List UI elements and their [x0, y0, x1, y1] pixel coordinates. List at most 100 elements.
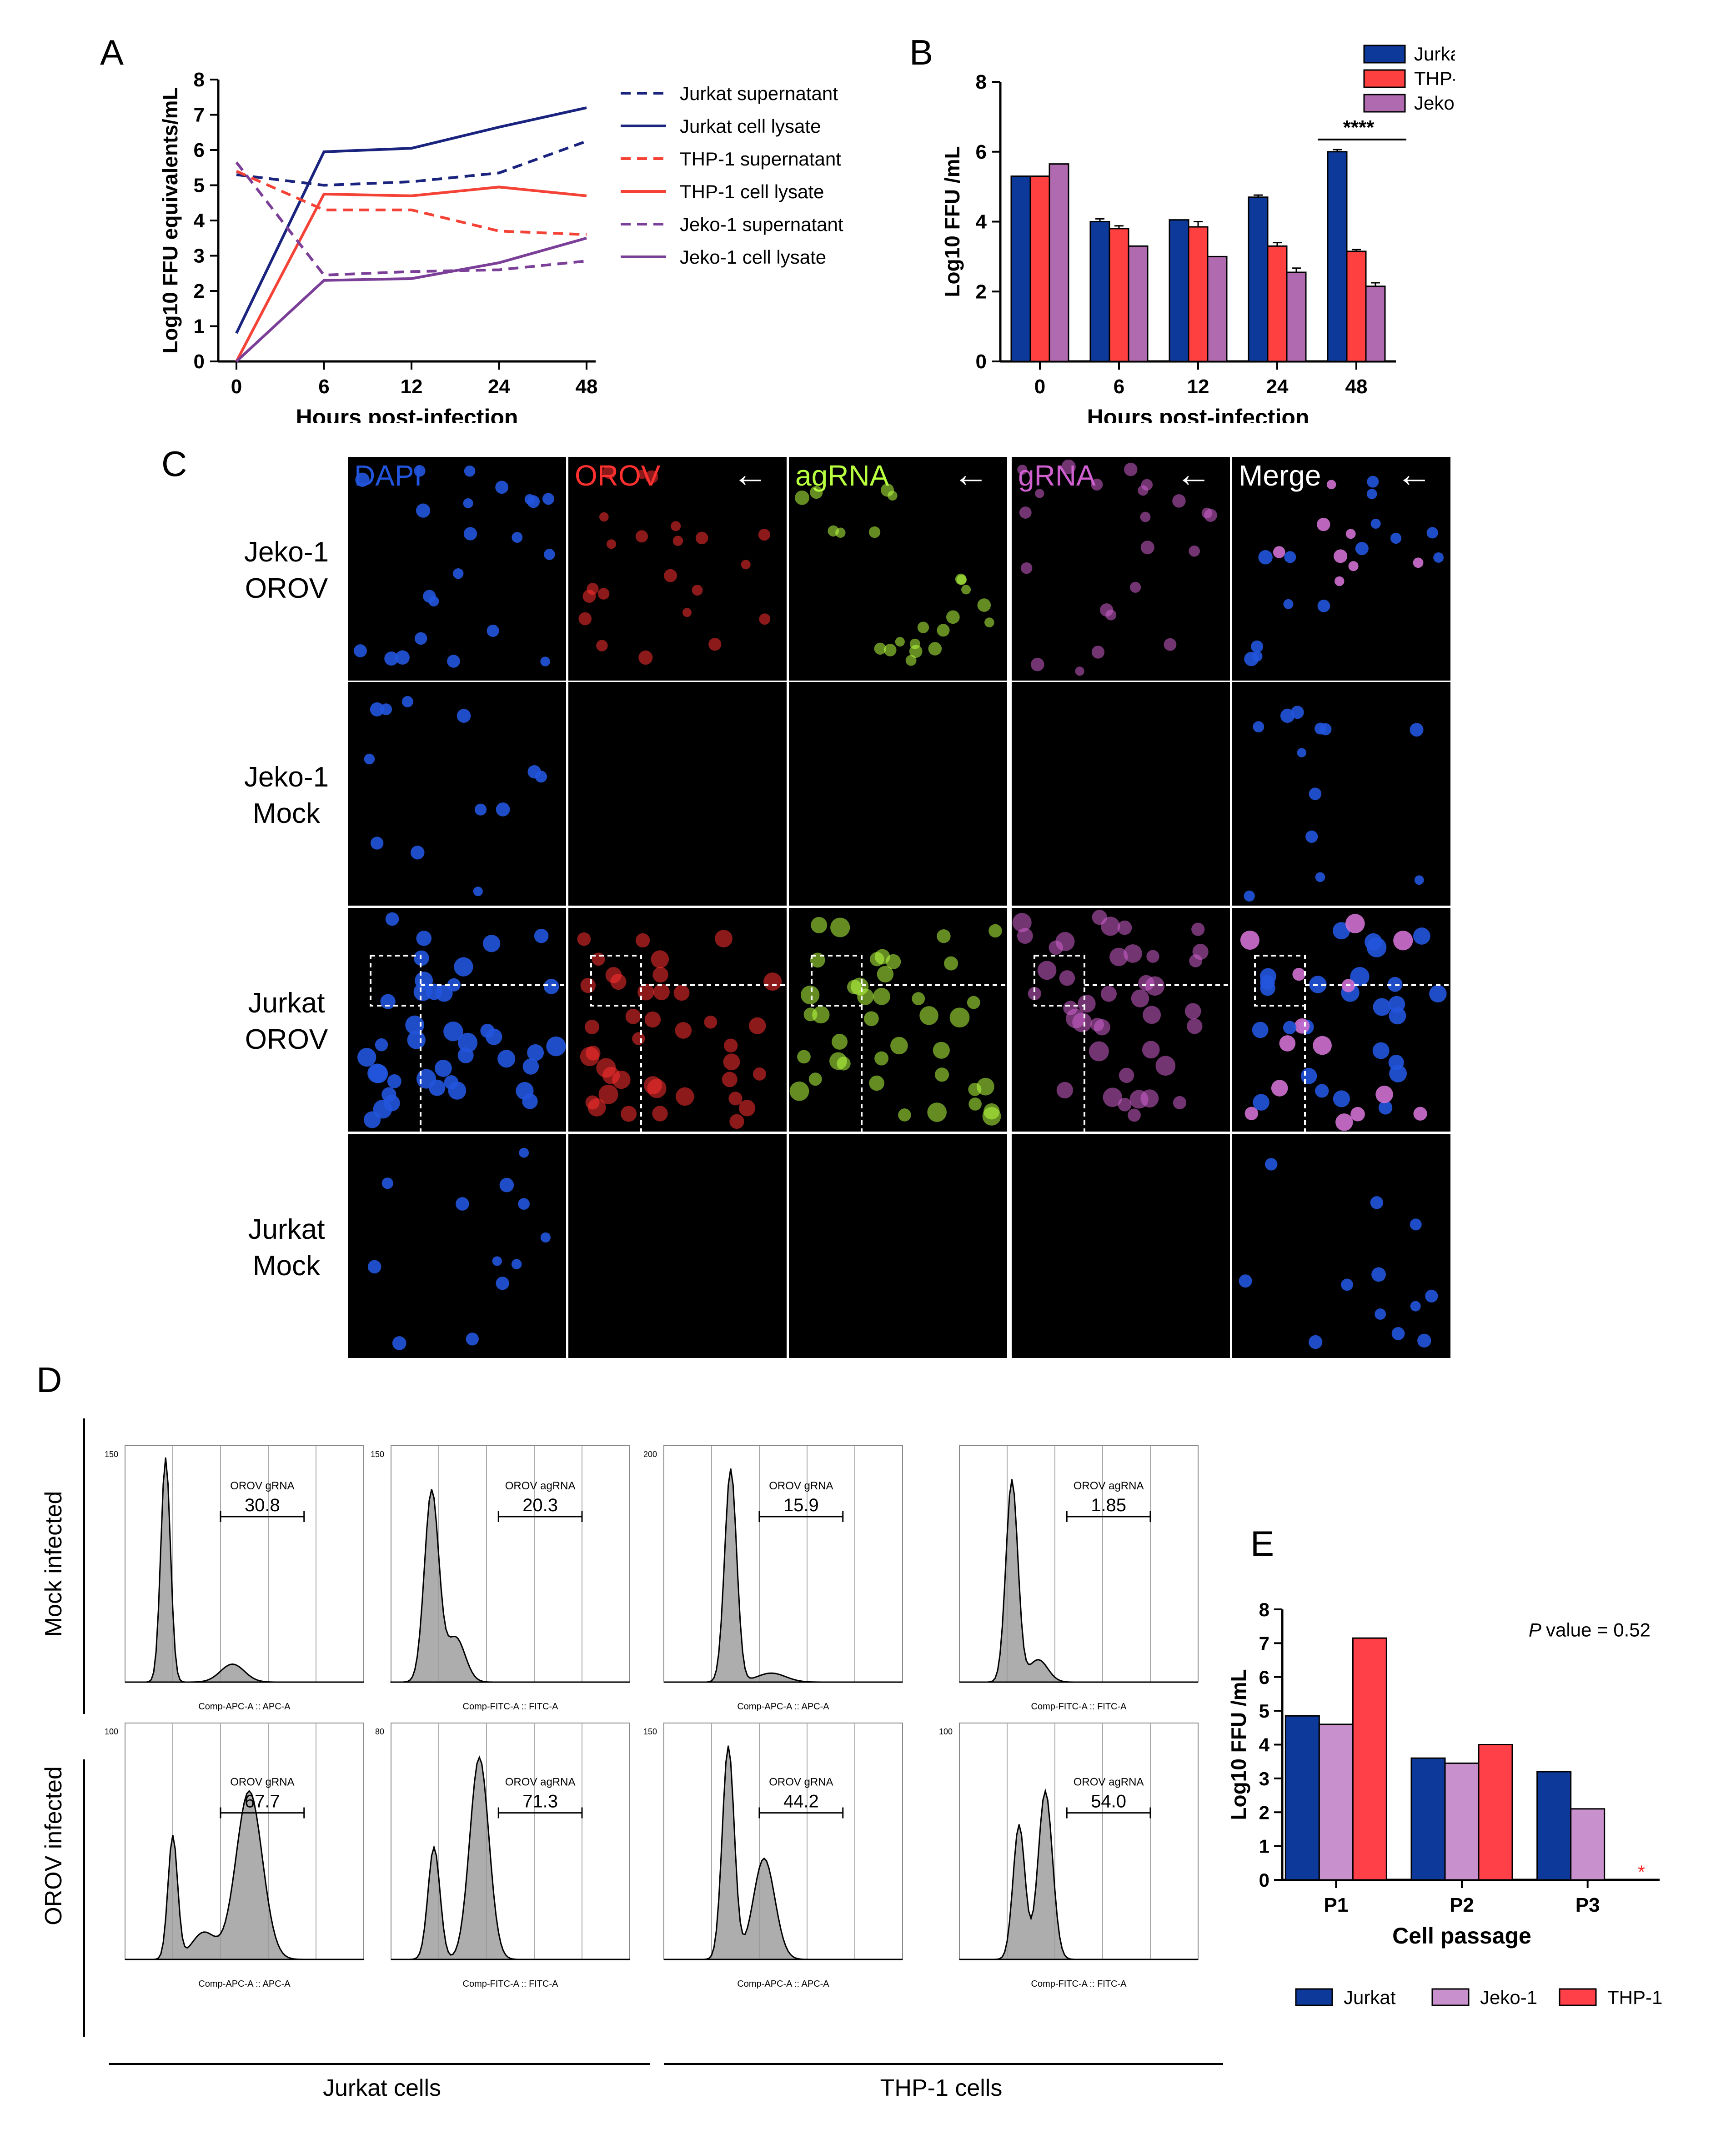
y-max-label: 150: [371, 1450, 384, 1459]
cell: [1189, 954, 1202, 967]
cell: [1173, 1096, 1187, 1110]
cell: [870, 952, 884, 967]
cell: [499, 1177, 514, 1192]
cell: [1119, 1067, 1134, 1083]
gate-name: OROV gRNA: [230, 1776, 294, 1788]
cell: [1141, 479, 1153, 491]
cell: [1239, 1274, 1252, 1288]
cell: [1078, 995, 1096, 1013]
cell: [1090, 1017, 1104, 1032]
channel-label-dapi: DAPI: [354, 459, 422, 492]
cell: [873, 987, 890, 1005]
plot-frame: [391, 1445, 630, 1683]
legend-label: Jurkat cell lysate: [680, 115, 821, 137]
cell: [1315, 872, 1325, 882]
bar: [1327, 151, 1348, 362]
gate-name: OROV gRNA: [230, 1480, 294, 1492]
cell: [753, 1067, 766, 1081]
cell-dots: [577, 930, 787, 1132]
y-tick-label: 6: [1259, 1667, 1269, 1688]
micrograph-orov: [568, 1134, 787, 1358]
p-value-annotation: P value = 0.52: [1529, 1619, 1651, 1641]
cell: [795, 490, 809, 505]
cell: [664, 569, 677, 582]
x-axis-label: Comp-APC-A :: APC-A: [737, 1702, 829, 1712]
cell: [886, 954, 901, 969]
y-tick-label: 3: [1259, 1768, 1269, 1789]
cell-dots: [367, 1147, 551, 1350]
cell: [598, 1084, 618, 1104]
cell: [808, 1072, 822, 1086]
cell: [605, 967, 622, 983]
cell: [759, 613, 771, 625]
cell: [1378, 1101, 1393, 1115]
cell: [961, 585, 971, 595]
cell: [522, 1093, 538, 1109]
histogram-curve: [391, 1755, 630, 1960]
cell: [1271, 1080, 1288, 1097]
cell-dots: [795, 483, 994, 666]
cell: [651, 950, 669, 968]
cell: [610, 973, 627, 990]
bar: [1444, 1762, 1480, 1881]
cell: [758, 529, 770, 541]
gate-percentage: 1.85: [1091, 1495, 1126, 1515]
plot-frame: [391, 1723, 630, 1960]
cell: [1393, 931, 1413, 951]
series-line: [236, 140, 587, 187]
cell: [1375, 1086, 1393, 1103]
cell: [704, 1015, 717, 1029]
cell-dots: [1012, 910, 1230, 1132]
cell: [905, 655, 917, 666]
y-tick-label: 0: [976, 351, 987, 373]
cell: [881, 483, 894, 497]
cell: [789, 1081, 809, 1101]
cell: [1204, 509, 1217, 522]
bar: [1049, 163, 1069, 362]
y-axis-title: Log10 FFU equivalents/mL: [158, 87, 182, 353]
cell: [578, 612, 592, 626]
plot-frame: [959, 1723, 1199, 1960]
cell: [1348, 561, 1359, 571]
cell: [410, 846, 425, 860]
gate-percentage: 71.3: [522, 1792, 558, 1812]
legend-swatch: [1363, 45, 1406, 64]
x-axis-label: Comp-APC-A :: APC-A: [737, 1979, 829, 1989]
p-value-text: value = 0.52: [1546, 1619, 1651, 1641]
bar: [1365, 286, 1386, 362]
microscopy-row-label: Jurkat Mock: [218, 1212, 355, 1284]
cell: [1253, 721, 1264, 732]
cell: [1201, 507, 1213, 519]
cell: [1291, 706, 1304, 719]
cell: [544, 549, 555, 560]
cell: [413, 982, 432, 1001]
x-tick-label: 6: [318, 376, 329, 398]
cell: [1367, 476, 1379, 488]
y-tick-label: 2: [976, 281, 987, 303]
cell: [1335, 1113, 1353, 1131]
cell: [1319, 723, 1332, 736]
cell: [497, 1050, 516, 1068]
cell: [1345, 529, 1356, 539]
cell: [812, 1006, 830, 1024]
missing-marker: *: [1638, 1862, 1645, 1882]
cell: [673, 985, 690, 1001]
x-tick-label: 24: [488, 376, 510, 398]
cell: [370, 837, 384, 850]
gate-name: OROV agRNA: [1074, 1480, 1144, 1492]
cell: [363, 1111, 381, 1128]
cell: [496, 1277, 509, 1290]
cell: [1031, 657, 1044, 671]
cell: [1309, 976, 1327, 993]
cell: [1189, 545, 1200, 557]
cell: [380, 703, 392, 716]
cell: [676, 1087, 694, 1106]
gate-name: OROV agRNA: [505, 1480, 576, 1492]
cell: [955, 573, 967, 585]
cell: [810, 952, 825, 968]
cell: [357, 1047, 376, 1067]
cell: [527, 1044, 544, 1061]
